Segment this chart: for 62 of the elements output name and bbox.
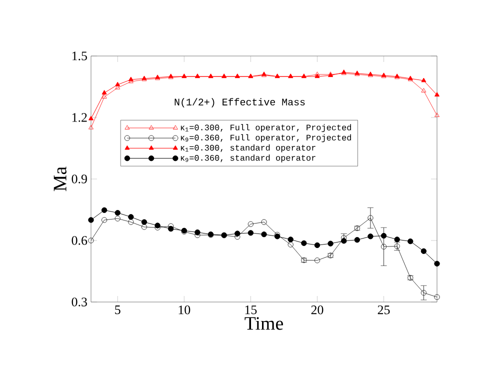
- x-tick-label: 5: [115, 306, 120, 314]
- legend-label: κ$_{1}$=0.300, Full operator, Projected: [180, 124, 351, 132]
- point: [434, 112, 440, 117]
- point: [288, 242, 294, 248]
- point: [128, 214, 134, 220]
- point: [88, 124, 94, 130]
- point: [314, 258, 320, 264]
- point: [88, 238, 94, 244]
- point: [114, 210, 120, 216]
- point: [420, 248, 427, 254]
- point: [380, 244, 387, 250]
- point: [101, 207, 108, 214]
- x-tick-label: 15: [245, 306, 257, 314]
- point: [141, 224, 148, 230]
- point: [420, 290, 427, 296]
- point: [408, 238, 414, 244]
- point: [434, 294, 440, 300]
- point: [380, 232, 387, 239]
- point: [314, 72, 320, 76]
- point: [248, 221, 254, 227]
- point: [102, 94, 107, 99]
- point: [261, 232, 267, 238]
- point: [141, 219, 148, 225]
- point: [394, 236, 400, 242]
- x-axis-title: Time: [244, 317, 284, 330]
- point: [114, 216, 120, 222]
- point: [234, 230, 240, 236]
- point: [168, 226, 174, 232]
- point: [301, 240, 307, 246]
- text: N(1/2+) Effective Mass: [174, 98, 305, 108]
- point: [101, 217, 108, 223]
- point: [88, 217, 94, 223]
- y-tick-label: 0.3: [72, 298, 87, 306]
- point: [314, 74, 320, 78]
- point: [434, 260, 440, 267]
- x-tick-label: 10: [178, 306, 190, 314]
- point: [248, 230, 254, 236]
- point: [128, 219, 134, 225]
- y-tick-label: 0.9: [72, 174, 87, 184]
- point: [421, 88, 426, 92]
- point: [194, 229, 200, 236]
- point: [368, 234, 374, 240]
- point: [261, 219, 267, 225]
- y-tick-label: 1.2: [72, 113, 87, 122]
- point: [368, 215, 374, 221]
- x-tick-label: 25: [378, 306, 390, 314]
- legend-label: κ$_{9}$=0.360, Full operator, Projected: [180, 134, 351, 142]
- y-axis-title: Ma: [54, 166, 66, 192]
- point: [115, 82, 120, 86]
- x-tick-label: 20: [311, 306, 324, 314]
- point: [328, 240, 334, 246]
- point: [102, 90, 107, 94]
- y-tick-label: 1.5: [72, 52, 87, 60]
- point: [421, 78, 426, 82]
- legend-label: κ$_{1}$=0.300, standard operator: [180, 144, 316, 152]
- y-tick-label: 0.6: [72, 236, 88, 245]
- point: [434, 92, 440, 96]
- point: [354, 237, 360, 243]
- point: [314, 242, 320, 248]
- point: [288, 236, 294, 242]
- legend-label: κ$_{9}$=0.360, standard operator: [180, 154, 316, 162]
- point: [88, 116, 94, 120]
